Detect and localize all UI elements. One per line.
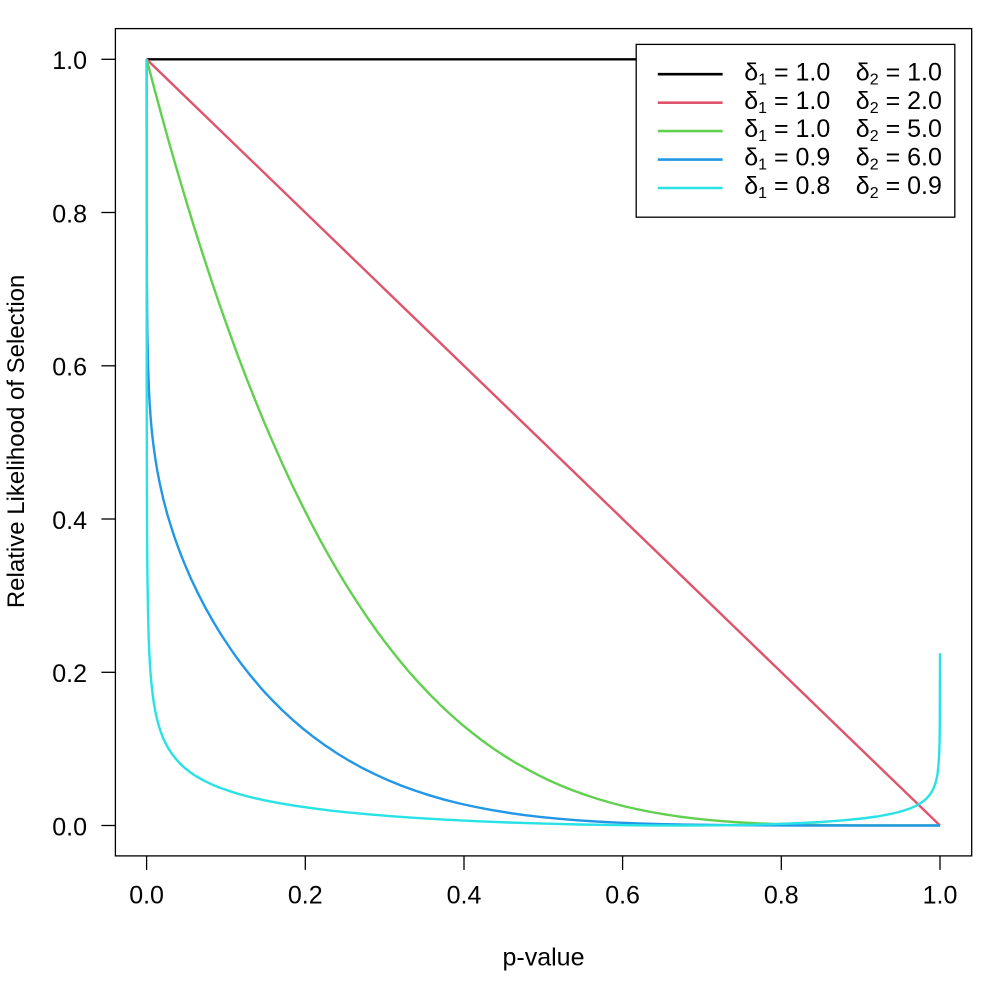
svg-text:δ2 = 5.0: δ2 = 5.0 xyxy=(856,115,942,145)
svg-text:δ2 = 2.0: δ2 = 2.0 xyxy=(856,87,942,117)
svg-text:0.2: 0.2 xyxy=(52,660,87,688)
svg-text:δ2 = 1.0: δ2 = 1.0 xyxy=(856,58,942,88)
svg-text:0.6: 0.6 xyxy=(52,354,87,382)
svg-text:0.2: 0.2 xyxy=(288,882,323,910)
svg-text:0.8: 0.8 xyxy=(764,882,799,910)
svg-text:δ1 = 1.0: δ1 = 1.0 xyxy=(744,58,830,88)
svg-text:δ1 = 1.0: δ1 = 1.0 xyxy=(744,115,830,145)
svg-text:δ1 = 0.9: δ1 = 0.9 xyxy=(744,144,830,174)
svg-text:0.8: 0.8 xyxy=(52,200,87,228)
svg-text:Relative Likelihood of Selecti: Relative Likelihood of Selection xyxy=(3,275,30,609)
svg-text:δ1 = 1.0: δ1 = 1.0 xyxy=(744,87,830,117)
svg-text:0.0: 0.0 xyxy=(129,882,164,910)
svg-text:0.0: 0.0 xyxy=(52,813,87,841)
svg-text:1.0: 1.0 xyxy=(923,882,958,910)
svg-text:δ1 = 0.8: δ1 = 0.8 xyxy=(744,172,830,202)
svg-text:p-value: p-value xyxy=(503,944,585,972)
svg-text:0.4: 0.4 xyxy=(52,507,87,535)
svg-text:1.0: 1.0 xyxy=(52,47,87,75)
svg-text:0.4: 0.4 xyxy=(447,882,482,910)
svg-text:δ2 = 6.0: δ2 = 6.0 xyxy=(856,144,942,174)
svg-text:0.6: 0.6 xyxy=(605,882,640,910)
svg-text:δ2 = 0.9: δ2 = 0.9 xyxy=(856,172,942,202)
